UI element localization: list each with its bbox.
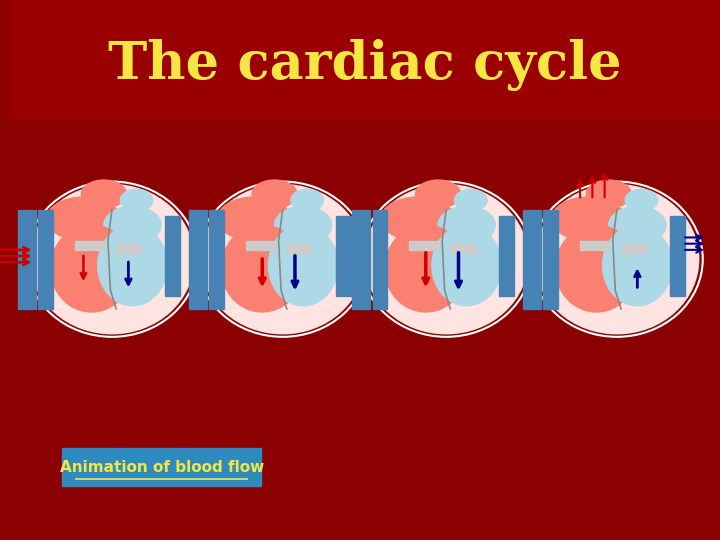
Text: Animation of blood flow: Animation of blood flow <box>60 460 264 475</box>
Ellipse shape <box>30 185 194 334</box>
Ellipse shape <box>415 180 461 208</box>
Bar <box>373 210 387 309</box>
Ellipse shape <box>552 197 625 241</box>
Ellipse shape <box>252 180 297 208</box>
Bar <box>246 241 274 250</box>
Ellipse shape <box>201 185 364 334</box>
Bar <box>500 215 514 296</box>
Ellipse shape <box>47 197 120 241</box>
Ellipse shape <box>98 225 167 306</box>
FancyBboxPatch shape <box>62 448 261 486</box>
Ellipse shape <box>104 206 161 244</box>
Ellipse shape <box>603 225 672 306</box>
Bar <box>9 0 720 119</box>
Bar <box>450 244 475 253</box>
Ellipse shape <box>217 197 291 241</box>
Ellipse shape <box>221 225 303 312</box>
Bar <box>621 244 646 253</box>
Bar <box>116 244 140 253</box>
Bar <box>18 210 36 309</box>
Bar <box>189 210 207 309</box>
Bar <box>287 244 311 253</box>
Ellipse shape <box>120 190 153 211</box>
Ellipse shape <box>274 206 332 244</box>
Ellipse shape <box>432 225 501 306</box>
Bar <box>75 241 104 250</box>
Ellipse shape <box>535 185 698 334</box>
Ellipse shape <box>385 225 467 312</box>
Bar <box>209 210 224 309</box>
Bar <box>336 215 351 296</box>
Ellipse shape <box>586 180 631 208</box>
Ellipse shape <box>291 190 323 211</box>
Ellipse shape <box>454 190 487 211</box>
Bar <box>580 241 608 250</box>
Bar <box>38 210 53 309</box>
Bar <box>544 210 558 309</box>
Ellipse shape <box>625 190 658 211</box>
Ellipse shape <box>556 225 637 312</box>
Ellipse shape <box>50 225 132 312</box>
Ellipse shape <box>381 197 454 241</box>
Ellipse shape <box>269 225 338 306</box>
Ellipse shape <box>608 206 666 244</box>
Bar <box>165 215 180 296</box>
Ellipse shape <box>81 180 126 208</box>
Bar <box>352 210 370 309</box>
Bar <box>523 210 541 309</box>
Ellipse shape <box>364 185 528 334</box>
Bar <box>410 241 438 250</box>
Ellipse shape <box>438 206 495 244</box>
Bar <box>670 215 685 296</box>
Text: The cardiac cycle: The cardiac cycle <box>108 39 621 91</box>
